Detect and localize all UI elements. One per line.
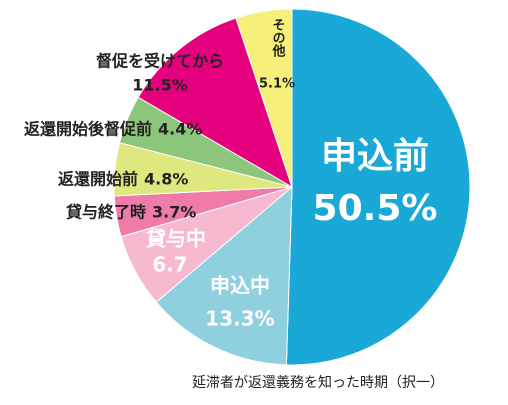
value-label: 6.7 — [152, 253, 187, 277]
pie-slice — [285, 8, 471, 366]
slice-label: 貸与中 — [145, 227, 206, 251]
pie-slice — [137, 17, 293, 189]
value-label: 13.3% — [205, 307, 274, 331]
value-label: 4.8% — [144, 170, 188, 189]
slice-label: 督促を受けてから — [96, 52, 224, 71]
value-label: 11.5% — [132, 76, 188, 95]
slice-label: 返還開始後督促前 — [24, 120, 152, 139]
slice-label: 申込中 — [210, 274, 270, 298]
value-label: 50.5% — [313, 188, 438, 229]
value-label: 3.7% — [152, 203, 196, 222]
pie-slice — [155, 185, 293, 366]
value-label: 4.4% — [158, 120, 202, 139]
pie-slice — [235, 8, 293, 188]
value-label: 5.1% — [259, 77, 295, 92]
slice-label: 貸与終了時 — [65, 203, 146, 222]
pie — [113, 8, 471, 366]
slice-label: その他 — [270, 18, 287, 58]
slice-label: 返還開始前 — [58, 170, 138, 189]
slice-label: 申込前 — [321, 136, 429, 177]
chart-caption: 延滞者が返還義務を知った時期（択一） — [192, 374, 444, 391]
